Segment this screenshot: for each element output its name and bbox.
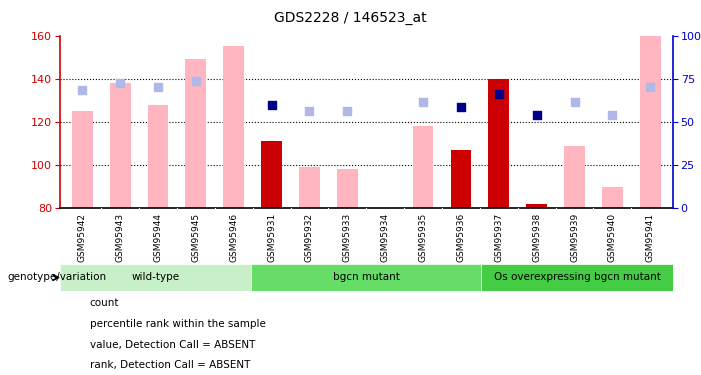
Bar <box>148 105 168 208</box>
Text: GDS2228 / 146523_at: GDS2228 / 146523_at <box>274 11 427 25</box>
Bar <box>413 126 433 208</box>
Point <box>190 78 201 84</box>
Bar <box>72 111 93 208</box>
Bar <box>564 146 585 208</box>
Text: GSM95935: GSM95935 <box>418 213 428 262</box>
Point <box>304 108 315 114</box>
Bar <box>224 46 244 208</box>
Bar <box>482 264 673 291</box>
Text: Os overexpressing bgcn mutant: Os overexpressing bgcn mutant <box>494 273 660 282</box>
Bar <box>186 59 206 208</box>
Text: GSM95944: GSM95944 <box>154 213 163 262</box>
Point <box>152 84 163 90</box>
Text: GSM95939: GSM95939 <box>570 213 579 262</box>
Text: GSM95931: GSM95931 <box>267 213 276 262</box>
Point <box>266 102 277 108</box>
Point <box>569 99 580 105</box>
Point <box>531 112 543 118</box>
Text: GSM95946: GSM95946 <box>229 213 238 262</box>
Text: rank, Detection Call = ABSENT: rank, Detection Call = ABSENT <box>90 360 250 370</box>
Point <box>76 87 88 93</box>
Point <box>494 91 505 97</box>
Text: value, Detection Call = ABSENT: value, Detection Call = ABSENT <box>90 340 255 350</box>
Point <box>114 80 125 86</box>
Bar <box>60 264 251 291</box>
Bar <box>110 83 130 208</box>
Bar <box>251 264 482 291</box>
Text: GSM95936: GSM95936 <box>456 213 465 262</box>
Bar <box>261 141 282 208</box>
Text: GSM95934: GSM95934 <box>381 213 390 262</box>
Text: bgcn mutant: bgcn mutant <box>333 273 400 282</box>
Bar <box>337 170 358 208</box>
Bar <box>640 36 660 208</box>
Text: GSM95945: GSM95945 <box>191 213 200 262</box>
Bar <box>602 187 622 208</box>
Bar <box>299 167 320 208</box>
Text: GSM95933: GSM95933 <box>343 213 352 262</box>
Text: GSM95937: GSM95937 <box>494 213 503 262</box>
Text: genotype/variation: genotype/variation <box>7 273 106 282</box>
Text: GSM95938: GSM95938 <box>532 213 541 262</box>
Point <box>341 108 353 114</box>
Bar <box>489 79 509 208</box>
Bar <box>451 150 471 208</box>
Text: GSM95941: GSM95941 <box>646 213 655 262</box>
Text: GSM95940: GSM95940 <box>608 213 617 262</box>
Text: wild-type: wild-type <box>131 273 179 282</box>
Text: count: count <box>90 298 119 308</box>
Text: GSM95942: GSM95942 <box>78 213 87 262</box>
Text: GSM95943: GSM95943 <box>116 213 125 262</box>
Point <box>418 99 429 105</box>
Point <box>645 84 656 90</box>
Text: GSM95932: GSM95932 <box>305 213 314 262</box>
Point <box>607 112 618 118</box>
Point <box>456 104 467 110</box>
Text: percentile rank within the sample: percentile rank within the sample <box>90 319 266 329</box>
Bar <box>526 204 547 208</box>
